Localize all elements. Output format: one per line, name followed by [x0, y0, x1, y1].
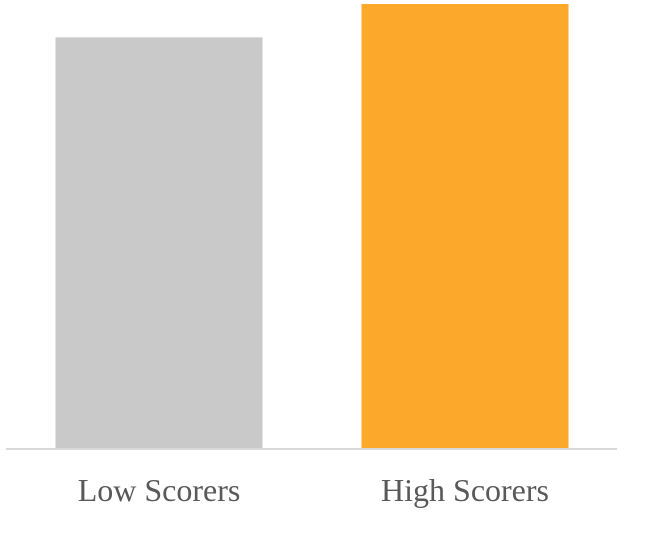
bar-high-scorers: [361, 4, 569, 449]
bar-low-scorers: [55, 37, 263, 450]
bars-group: [55, 4, 569, 450]
category-label-low-scorers: Low Scorers: [78, 472, 241, 508]
category-labels-group: Low Scorers High Scorers: [78, 472, 549, 508]
category-label-high-scorers: High Scorers: [381, 472, 549, 508]
